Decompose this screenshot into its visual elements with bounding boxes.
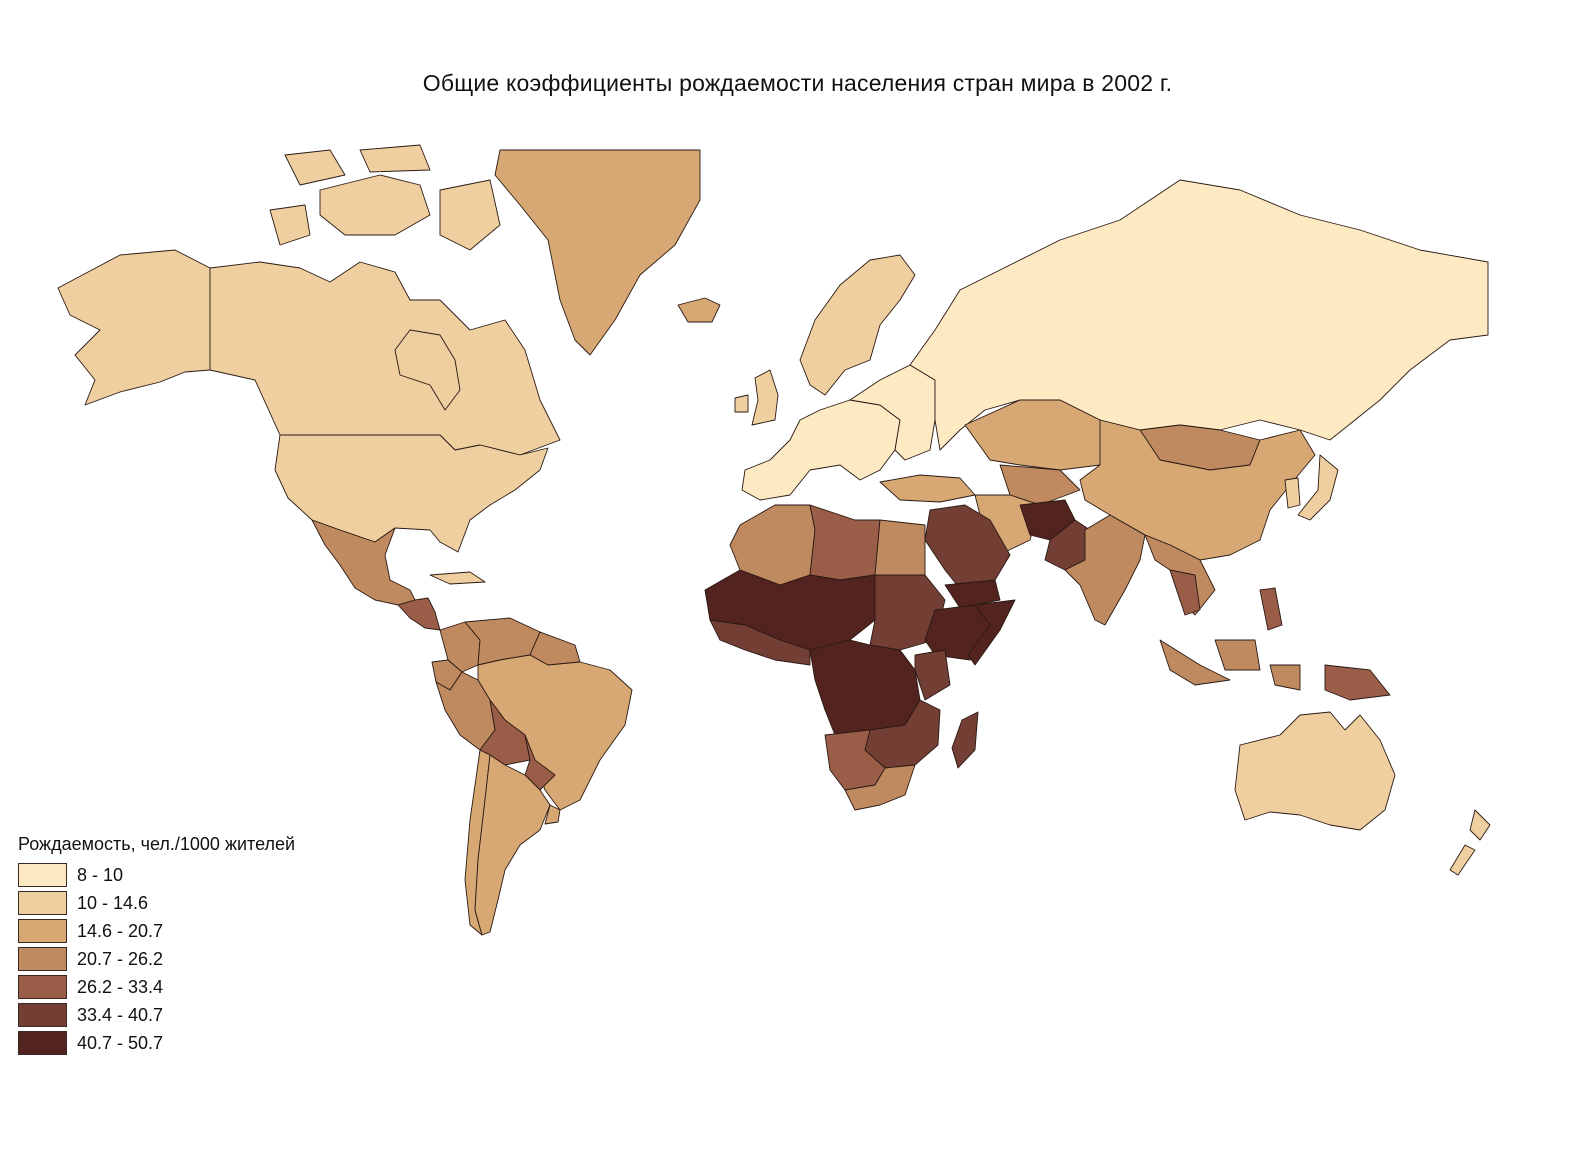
region-libya — [809, 504, 881, 581]
legend-title: Рождаемость, чел./1000 жителей — [18, 834, 296, 854]
legend-row: 8 - 10 — [18, 861, 295, 889]
region-indonesia — [1159, 639, 1301, 691]
region-south-africa — [844, 764, 916, 811]
legend-label: 8 - 10 — [77, 864, 124, 885]
region-russia — [909, 179, 1489, 451]
region-philippines — [1259, 587, 1283, 631]
region-greenland — [494, 149, 701, 356]
region-kenya — [914, 649, 951, 701]
region-uruguay — [544, 804, 561, 825]
legend-label: 14.6 - 20.7 — [77, 920, 164, 941]
region-alaska — [57, 249, 211, 406]
legend-row: 26.2 - 33.4 — [18, 973, 295, 1001]
legend-label: 20.7 - 26.2 — [77, 948, 164, 969]
region-australia — [1234, 711, 1396, 831]
legend-row: 33.4 - 40.7 — [18, 1001, 295, 1029]
legend-row: 20.7 - 26.2 — [18, 945, 295, 973]
legend-label: 10 - 14.6 — [77, 892, 149, 913]
map-legend: Рождаемость, чел./1000 жителей 8 - 10 10… — [18, 834, 295, 1057]
region-canada — [209, 261, 561, 456]
region-europe-east — [849, 364, 936, 461]
region-somalia — [967, 599, 1016, 666]
legend-label: 40.7 - 50.7 — [77, 1032, 164, 1053]
region-argentina — [474, 754, 551, 936]
region-mexico — [311, 519, 416, 606]
region-central-africa — [809, 639, 921, 736]
legend-swatch — [18, 975, 67, 999]
region-central-asia — [999, 464, 1081, 506]
region-iceland — [677, 297, 721, 323]
region-west-africa-coast — [709, 619, 811, 666]
region-china — [1079, 419, 1316, 561]
region-yemen — [944, 579, 1001, 609]
region-egypt — [874, 519, 926, 576]
legend-label: 33.4 - 40.7 — [77, 1004, 164, 1025]
map-title: Общие коэффициенты рождаемости населения… — [422, 70, 1173, 96]
region-central-america — [397, 597, 441, 631]
region-usa — [274, 434, 549, 553]
region-laos-cambodia — [1169, 569, 1201, 616]
region-uk — [734, 369, 779, 426]
legend-swatch — [18, 863, 67, 887]
region-cuba — [429, 571, 486, 585]
region-sudan — [869, 574, 946, 651]
region-scandinavia — [799, 254, 916, 396]
legend-row: 40.7 - 50.7 — [18, 1029, 295, 1057]
legend-swatch — [18, 1003, 67, 1027]
region-india — [1064, 514, 1146, 626]
legend-label: 26.2 - 33.4 — [77, 976, 164, 997]
legend-swatch — [18, 947, 67, 971]
region-png — [1324, 664, 1391, 701]
legend-swatch — [18, 891, 67, 915]
region-turkey — [879, 474, 976, 503]
legend-row: 10 - 14.6 — [18, 889, 295, 917]
region-new-zealand — [1449, 809, 1491, 876]
legend-swatch — [18, 919, 67, 943]
legend-swatch — [18, 1031, 67, 1055]
legend-row: 14.6 - 20.7 — [18, 917, 295, 945]
region-madagascar — [951, 711, 979, 769]
region-korea-japan — [1284, 454, 1339, 521]
region-arctic-islands — [269, 144, 501, 251]
